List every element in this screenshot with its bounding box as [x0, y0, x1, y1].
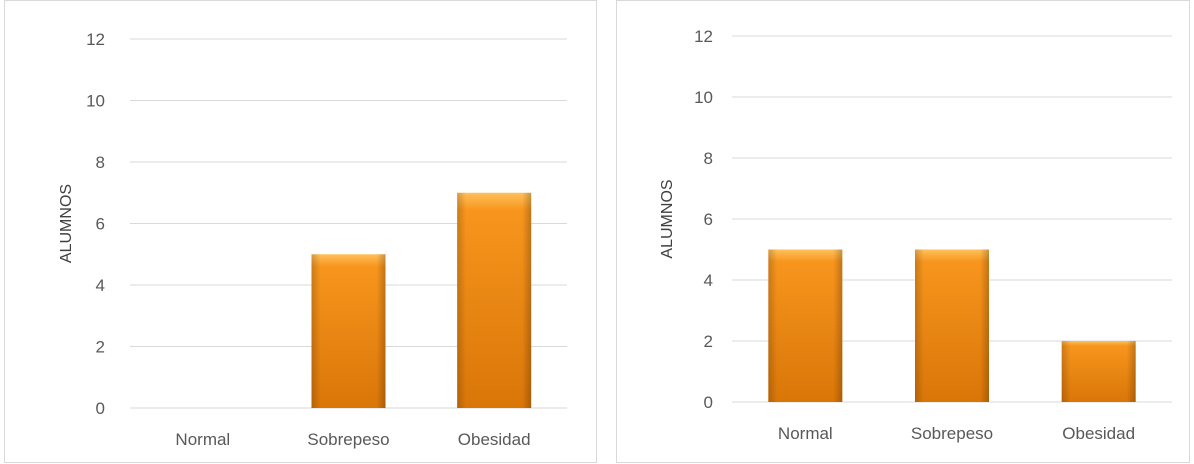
right-y-tick-label: 2	[704, 332, 713, 351]
left-y-axis-title: ALUMNOS	[58, 184, 75, 263]
left-y-tick-label: 6	[96, 215, 105, 234]
left-x-category-label: Obesidad	[458, 430, 531, 449]
left-y-tick-label: 0	[96, 399, 105, 418]
chart-panel-right: 0 2 4 6 8 10 12 Normal Sobrepeso Obesidad ALUMNOS	[616, 0, 1190, 463]
right-y-tick-label: 4	[704, 271, 713, 290]
left-y-tick-label: 2	[96, 338, 105, 357]
right-y-tick-label: 8	[704, 149, 713, 168]
left-y-tick-label: 8	[96, 153, 105, 172]
right-bar-obesidad	[1061, 341, 1136, 402]
left-y-tick-label: 4	[96, 276, 105, 295]
left-x-category-label: Sobrepeso	[307, 430, 389, 449]
right-y-tick-label: 10	[694, 88, 713, 107]
right-x-category-label: Obesidad	[1062, 424, 1135, 443]
bar-chart-left: 0 2 4 6 8 10 12 Normal Sobrepeso Obesidad ALUMNOS	[58, 30, 567, 449]
left-y-tick-label: 10	[86, 92, 105, 111]
right-x-category-label: Sobrepeso	[911, 424, 993, 443]
chart-panel-left: 0 2 4 6 8 10 12 Normal Sobrepeso Obesidad ALUMNOS	[4, 0, 597, 463]
right-bar-normal	[768, 249, 843, 402]
right-y-tick-label: 0	[704, 393, 713, 412]
right-y-axis-title: ALUMNOS	[659, 179, 676, 258]
right-y-tick-label: 12	[694, 27, 713, 46]
left-bar-sobrepeso	[311, 254, 386, 408]
left-bar-obesidad	[457, 192, 532, 408]
left-y-tick-label: 12	[86, 30, 105, 49]
left-x-category-label: Normal	[175, 430, 230, 449]
right-bar-sobrepeso	[915, 249, 989, 402]
right-x-category-label: Normal	[778, 424, 833, 443]
bar-chart-right: 0 2 4 6 8 10 12 Normal Sobrepeso Obesidad ALUMNOS	[659, 27, 1172, 443]
right-y-tick-label: 6	[704, 210, 713, 229]
